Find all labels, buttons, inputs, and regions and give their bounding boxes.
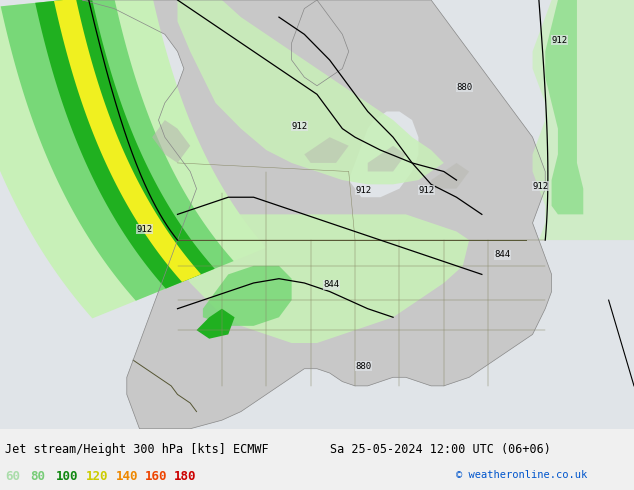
Text: 120: 120 xyxy=(86,470,108,484)
Polygon shape xyxy=(178,0,444,184)
Polygon shape xyxy=(54,0,201,282)
Polygon shape xyxy=(292,0,349,86)
Text: Jet stream/Height 300 hPa [kts] ECMWF: Jet stream/Height 300 hPa [kts] ECMWF xyxy=(5,443,269,457)
Text: 100: 100 xyxy=(56,470,78,484)
Text: 912: 912 xyxy=(136,224,152,234)
Polygon shape xyxy=(349,112,418,197)
Polygon shape xyxy=(152,120,190,163)
Polygon shape xyxy=(545,0,583,215)
Text: 140: 140 xyxy=(115,470,138,484)
Polygon shape xyxy=(178,215,469,343)
Polygon shape xyxy=(82,0,552,429)
Polygon shape xyxy=(368,146,406,171)
Polygon shape xyxy=(203,266,292,326)
Text: 912: 912 xyxy=(552,36,567,45)
Text: Sa 25-05-2024 12:00 UTC (06+06): Sa 25-05-2024 12:00 UTC (06+06) xyxy=(330,443,550,457)
Polygon shape xyxy=(0,0,266,318)
Polygon shape xyxy=(197,309,235,339)
Polygon shape xyxy=(533,0,634,240)
Text: 912: 912 xyxy=(292,122,307,131)
Polygon shape xyxy=(1,0,234,301)
Text: 844: 844 xyxy=(323,280,339,289)
Text: 60: 60 xyxy=(5,470,20,484)
Text: 880: 880 xyxy=(355,362,371,371)
Text: 912: 912 xyxy=(355,186,371,195)
Text: 180: 180 xyxy=(174,470,197,484)
Polygon shape xyxy=(304,137,349,163)
Polygon shape xyxy=(431,163,469,189)
Text: 912: 912 xyxy=(533,182,548,191)
Text: 844: 844 xyxy=(495,250,510,259)
Text: 160: 160 xyxy=(145,470,167,484)
Text: © weatheronline.co.uk: © weatheronline.co.uk xyxy=(456,470,588,480)
Text: 912: 912 xyxy=(418,186,434,195)
Polygon shape xyxy=(35,0,215,289)
Text: 80: 80 xyxy=(30,470,46,484)
Text: 880: 880 xyxy=(456,83,472,92)
